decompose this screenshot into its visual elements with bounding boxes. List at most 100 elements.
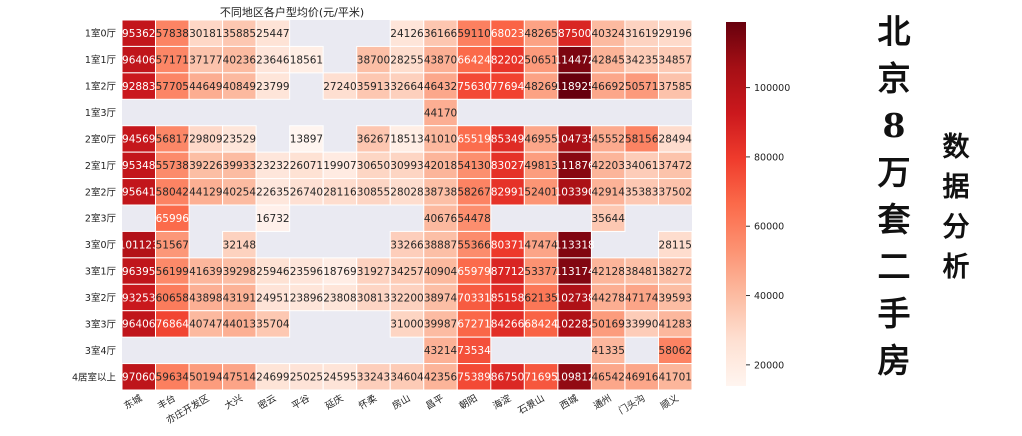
cell-value-label: 23596 [290,266,324,278]
heatmap-cell [557,310,592,338]
cell-value-label: 49813 [524,160,557,172]
sub-title-char: 数 [942,132,970,163]
cell-value-label: 92883 [122,81,155,93]
heatmap-cell [188,257,224,285]
cell-value-label: 46916 [625,372,659,384]
cell-value-label: 46542 [591,372,624,384]
heatmap-cell [322,283,358,312]
cell-value-label: 42914 [591,187,625,199]
cell-value-label: 56199 [156,266,189,278]
cell-value-label: 75630 [457,81,490,93]
heatmap-cell [456,204,492,232]
cell-value-label: 47474 [524,239,558,251]
main-title-char: 8 [882,106,906,145]
heatmap-cell [255,257,291,285]
heatmap-cell [590,72,626,100]
heatmap-cell [255,310,291,338]
cell-value-label: 40324 [591,28,625,40]
cell-value-label: 41335 [591,345,624,357]
cell-value-label: 34604 [390,372,424,384]
cell-value-label: 97060 [122,372,155,384]
cell-value-label: 25025 [290,372,323,384]
cell-value-label: 58156 [625,134,659,146]
heatmap-cell [255,19,291,47]
cell-value-label: 39933 [223,160,256,172]
heatmap-cell [389,178,425,206]
heatmap-cell [289,45,324,74]
column-label: 平谷 [290,393,312,412]
heatmap-cell [490,230,525,259]
heatmap-cell [322,363,358,391]
row-label: 1室1厅 [85,54,117,66]
cell-value-label: 24951 [256,292,289,304]
heatmap-cell [188,178,224,206]
heatmap-cell [490,151,525,180]
cell-value-label: 118925 [555,81,595,93]
cell-value-label: 38700 [357,54,390,66]
cell-value-label: 39298 [223,266,256,278]
cell-value-label: 50651 [524,54,557,66]
heatmap-cell [389,257,425,285]
heatmap-cell [490,178,525,206]
cell-value-label: 30650 [357,160,390,172]
cell-value-label: 19907 [323,160,356,172]
cell-value-label: 47514 [223,372,257,384]
cell-value-label: 16732 [256,213,289,225]
heatmap-cell [155,363,190,391]
heatmap-cell [624,45,659,74]
column-label: 怀柔 [357,392,380,412]
heatmap-cell [456,310,492,338]
sub-title: 数据分析 [930,128,982,288]
heatmap-cell [389,125,425,153]
cell-value-label: 13897 [290,134,323,146]
cell-value-label: 77694 [491,81,525,93]
cell-value-label: 30993 [390,160,423,172]
cell-value-label: 34257 [390,266,423,278]
cell-value-label: 41010 [424,134,457,146]
colorbar: 20000 40000 60000 80000 100000 [726,22,790,386]
cell-value-label: 46955 [524,134,557,146]
cell-value-label: 38481 [625,266,658,278]
cell-value-label: 50169 [591,319,624,331]
heatmap-cell [389,363,425,391]
cell-value-label: 44013 [223,319,256,331]
heatmap-cell [322,178,358,206]
cell-value-label: 35704 [256,319,290,331]
cell-value-label: 37472 [659,160,692,172]
cell-value-label: 42018 [424,160,457,172]
main-title: 北京 8 万套二手房 [866,8,922,384]
chart-title: 不同地区各户型均价(元/平米) [220,5,364,19]
cell-value-label: 54478 [457,213,490,225]
heatmap-cell [557,257,592,285]
heatmap-cell [456,19,492,47]
heatmap-cell [356,178,391,206]
heatmap-cell [423,125,458,153]
row-label: 2室3厅 [85,213,117,225]
heatmap-cell [657,310,693,338]
column-label: 西城 [558,393,580,412]
cell-value-label: 62135 [524,292,557,304]
cell-value-label: 31927 [357,266,390,278]
column-label: 海淀 [491,392,514,412]
column-label: 石景山 [516,393,546,417]
heatmap-cell [523,19,559,47]
heatmap-cell [657,230,693,259]
heatmap-cell [523,310,559,338]
heatmap-cell [356,72,391,100]
cell-value-label: 39226 [189,160,223,172]
cell-value-label: 25447 [256,28,289,40]
heatmap-cell [624,125,659,153]
row-label: 2室2厅 [85,186,117,198]
cell-value-label: 38272 [659,266,692,278]
cell-value-label: 95348 [122,160,155,172]
heatmap-cell [423,98,458,127]
cell-value-label: 33990 [625,319,658,331]
heatmap-cell [624,283,659,312]
cell-value-label: 96406 [122,319,156,331]
heatmap-cell [356,45,391,74]
main-title-char: 手 [877,294,911,333]
cell-value-label: 42203 [591,160,624,172]
cell-value-label: 34235 [625,54,658,66]
cell-value-label: 46692 [591,81,624,93]
